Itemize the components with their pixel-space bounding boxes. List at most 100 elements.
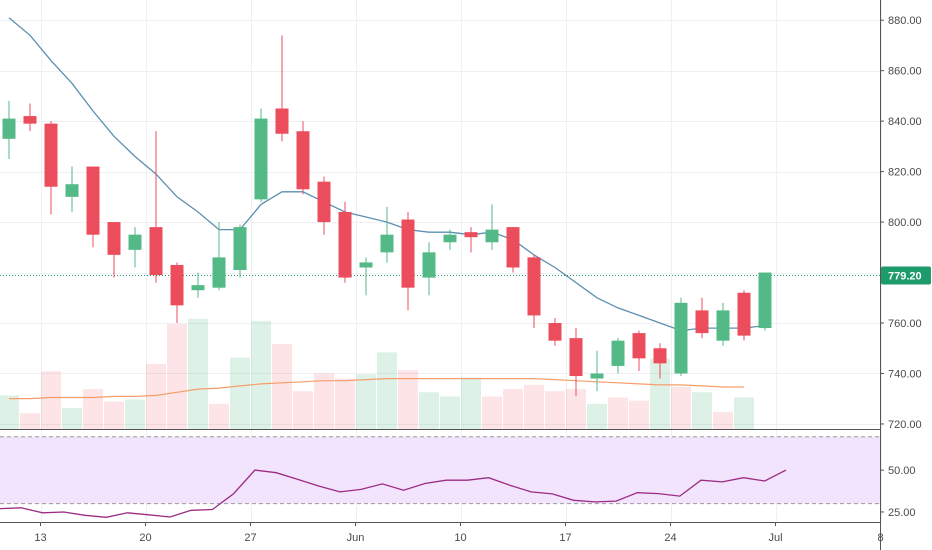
candle[interactable] [212, 222, 226, 291]
candle[interactable] [191, 272, 205, 298]
volume-bar [0, 395, 19, 429]
price-axis-label: 760.00 [888, 318, 922, 330]
candle-body [653, 348, 667, 364]
time-axis-label: Jul [768, 532, 782, 544]
volume-bar [377, 352, 397, 429]
time-axis-label: 13 [34, 532, 46, 544]
candle[interactable] [590, 350, 604, 392]
candle-body [506, 227, 520, 268]
candle-body [275, 108, 289, 134]
candlesticks[interactable] [2, 35, 772, 397]
volume-bar [293, 391, 313, 429]
candle[interactable] [464, 227, 478, 253]
price-axis[interactable]: 880.00 860.00 840.00 820.00 800.00 760.00 740.… [880, 15, 922, 431]
candle[interactable] [443, 229, 457, 250]
last-price-value: 779.20 [888, 271, 922, 283]
candle-body [380, 234, 394, 253]
volume-bar [713, 412, 733, 429]
volume-bar [440, 396, 460, 429]
time-axis-label: 17 [559, 532, 571, 544]
candle[interactable] [674, 297, 688, 377]
volume-bar [272, 343, 292, 429]
candle-body [611, 340, 625, 366]
candle[interactable] [86, 166, 100, 248]
candle[interactable] [632, 330, 646, 371]
candle[interactable] [44, 121, 58, 215]
candle[interactable] [758, 272, 772, 331]
candle[interactable] [359, 257, 373, 296]
candle-body [443, 234, 457, 243]
candle[interactable] [170, 262, 184, 324]
candle-body [464, 232, 478, 238]
time-axis-label: 24 [664, 532, 676, 544]
candle[interactable] [128, 227, 142, 268]
candle[interactable] [611, 338, 625, 374]
candle-body [527, 257, 541, 316]
candle-body [86, 166, 100, 235]
rsi-axis[interactable]: 50.00 25.00 [880, 465, 916, 519]
price-pane[interactable] [0, 0, 882, 429]
candle[interactable] [506, 227, 520, 273]
candle[interactable] [254, 108, 268, 202]
candle-body [422, 252, 436, 278]
candle[interactable] [401, 211, 415, 311]
candle[interactable] [569, 328, 583, 397]
last-price-label: 779.20 [881, 266, 931, 285]
candle[interactable] [548, 317, 562, 346]
volume-bar [671, 387, 691, 429]
candle-body [548, 323, 562, 341]
time-axis[interactable]: 13 20 27 Jun 10 17 24 Jul 8 [34, 522, 884, 544]
time-axis-label: 20 [139, 532, 151, 544]
candle-body [191, 285, 205, 291]
volume-bar [41, 371, 61, 429]
candle[interactable] [338, 201, 352, 283]
last-price-box [881, 266, 931, 285]
volume-bar [650, 358, 670, 429]
candle[interactable] [527, 254, 541, 329]
candle[interactable] [275, 35, 289, 142]
candle-body [254, 118, 268, 200]
candle[interactable] [737, 290, 751, 341]
volume-bar [209, 403, 229, 429]
volume-bar [146, 363, 166, 429]
volume-bar [503, 389, 523, 429]
price-grid [0, 0, 882, 429]
candle[interactable] [65, 166, 79, 212]
volume-bar [545, 391, 565, 429]
candle-body [338, 211, 352, 278]
candle-body [359, 262, 373, 268]
candle[interactable] [317, 176, 331, 235]
candle[interactable] [23, 103, 37, 132]
candle[interactable] [149, 131, 163, 283]
candle-body [65, 184, 79, 197]
price-axis-label: 720.00 [888, 419, 922, 431]
candle-body [170, 264, 184, 306]
time-axis-label: Jun [347, 532, 365, 544]
volume-bar [104, 401, 124, 429]
candle-body [296, 131, 310, 190]
price-axis-label: 740.00 [888, 368, 922, 380]
candle[interactable] [653, 343, 667, 379]
candle[interactable] [716, 302, 730, 346]
volume-bar [461, 377, 481, 429]
volume-moving-average-line [9, 378, 744, 400]
candle[interactable] [296, 121, 310, 195]
candle[interactable] [485, 204, 499, 250]
candle[interactable] [695, 297, 709, 339]
candle-body [107, 222, 121, 255]
rsi-pane[interactable] [0, 430, 882, 522]
volume-bar [419, 392, 439, 429]
candle[interactable] [380, 206, 394, 263]
candle[interactable] [233, 224, 247, 278]
candle[interactable] [2, 100, 16, 159]
volume-bar [398, 370, 418, 429]
candle[interactable] [107, 222, 121, 278]
candle[interactable] [422, 242, 436, 296]
candle-body [569, 338, 583, 377]
volume-bar [482, 396, 502, 429]
candle-body [485, 229, 499, 243]
volume-bar [230, 357, 250, 429]
rsi-axis-label: 50.00 [888, 465, 916, 477]
volume-bar [524, 384, 544, 429]
